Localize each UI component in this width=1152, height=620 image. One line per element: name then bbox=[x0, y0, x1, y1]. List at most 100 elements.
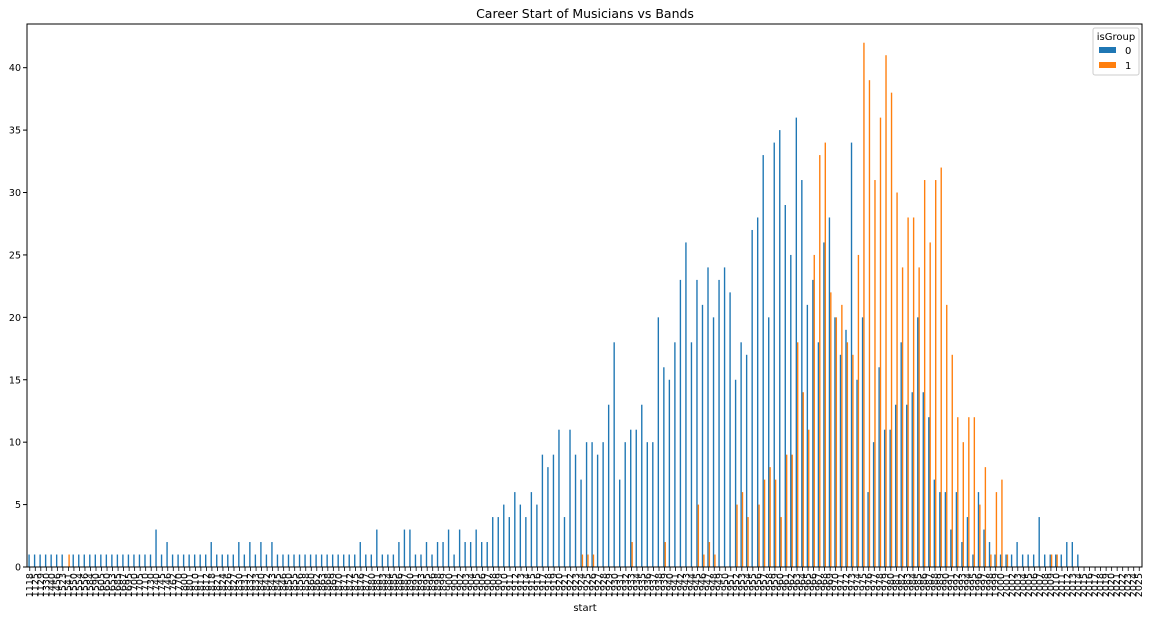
bar-1999-isgroup-0 bbox=[994, 554, 996, 567]
x-tick-label: 1931 bbox=[615, 573, 626, 597]
y-tick-30: 30 bbox=[9, 188, 27, 199]
x-tick-1984: 1984 bbox=[908, 567, 919, 597]
bar-2006-isgroup-0 bbox=[1032, 554, 1035, 567]
bar-1974-isgroup-1 bbox=[857, 254, 860, 567]
x-tick-2007: 2007 bbox=[1035, 567, 1046, 597]
x-tick-label: 1810 bbox=[190, 573, 201, 597]
bar-1939-isgroup-0 bbox=[663, 367, 665, 567]
x-tick-1863: 1863 bbox=[317, 567, 328, 597]
x-tick-1969: 1969 bbox=[825, 567, 836, 597]
bar-1934-isgroup-0 bbox=[635, 429, 637, 567]
bar-1974-isgroup-0 bbox=[856, 379, 858, 567]
x-tick-label: 1653 bbox=[108, 573, 119, 597]
x-tick-2018: 2018 bbox=[1096, 567, 1107, 597]
bar-1946-isgroup-1 bbox=[703, 554, 705, 567]
bar-1856-isgroup-0 bbox=[298, 554, 301, 567]
x-tick-label: 1917 bbox=[538, 573, 549, 597]
bar-1975-isgroup-1 bbox=[863, 42, 865, 568]
x-tick-1998: 1998 bbox=[985, 567, 996, 597]
x-tick-1919: 1919 bbox=[549, 567, 560, 597]
x-tick-1943: 1943 bbox=[682, 567, 693, 597]
x-tick-label: 1906 bbox=[477, 573, 488, 597]
bar-1995-isgroup-1 bbox=[973, 417, 976, 567]
x-tick-label: 1842 bbox=[262, 573, 273, 597]
x-tick-label: 1541 bbox=[63, 573, 74, 597]
bar-1948-isgroup-0 bbox=[712, 317, 715, 567]
x-tick-label: 2004 bbox=[1018, 573, 1029, 597]
y-tick-label: 15 bbox=[9, 375, 21, 386]
bar-2001-isgroup-1 bbox=[1006, 554, 1009, 567]
x-tick-label: 1886 bbox=[395, 573, 406, 597]
x-tick-1932: 1932 bbox=[621, 567, 632, 597]
bar-1977-isgroup-1 bbox=[874, 180, 876, 567]
x-tick-label: 1935 bbox=[637, 573, 648, 597]
x-tick-label: 1887 bbox=[400, 573, 411, 597]
x-tick-1911: 1911 bbox=[505, 567, 516, 597]
bar-1975-isgroup-0 bbox=[861, 317, 864, 567]
bar-1843-isgroup-0 bbox=[271, 542, 273, 567]
x-tick-label: 1924 bbox=[577, 573, 588, 597]
x-tick-label: 1921 bbox=[560, 573, 571, 597]
x-tick-label: 1910 bbox=[499, 573, 510, 597]
x-tick-label: 1909 bbox=[494, 573, 505, 597]
x-tick-label: 1952 bbox=[731, 573, 742, 597]
bar-1926-isgroup-0 bbox=[591, 442, 593, 567]
bar-1973-isgroup-1 bbox=[852, 354, 854, 567]
x-tick-label: 1685 bbox=[113, 573, 124, 597]
x-tick-1988: 1988 bbox=[930, 567, 941, 597]
bar-1995-isgroup-0 bbox=[972, 554, 974, 567]
x-tick-label: 1936 bbox=[643, 573, 654, 597]
x-tick-label: 2014 bbox=[1074, 573, 1085, 597]
x-tick-1810: 1810 bbox=[190, 567, 201, 597]
x-tick-label: 2024 bbox=[1129, 573, 1140, 597]
bar-1984-isgroup-1 bbox=[912, 217, 915, 568]
y-tick-label: 20 bbox=[9, 313, 21, 324]
bar-1923-isgroup-0 bbox=[574, 454, 577, 567]
bar-2002-isgroup-0 bbox=[1010, 554, 1013, 567]
bar-1942-isgroup-0 bbox=[679, 279, 682, 567]
bar-1842-isgroup-0 bbox=[265, 554, 268, 567]
bar-1899-isgroup-0 bbox=[442, 542, 444, 567]
bar-2011-isgroup-0 bbox=[1060, 554, 1062, 567]
x-tick-label: 1863 bbox=[317, 573, 328, 597]
bar-1884-isgroup-0 bbox=[387, 554, 389, 567]
bar-1855-isgroup-0 bbox=[293, 554, 295, 567]
x-tick-1884: 1884 bbox=[384, 567, 395, 597]
x-tick-1887: 1887 bbox=[400, 567, 411, 597]
legend-label-1: 1 bbox=[1125, 61, 1131, 72]
plot-area bbox=[26, 23, 1143, 568]
x-tick-1843: 1843 bbox=[268, 567, 279, 597]
bar-1951-isgroup-0 bbox=[729, 292, 731, 567]
x-tick-label: 2011 bbox=[1057, 573, 1068, 597]
bar-1998-isgroup-1 bbox=[990, 554, 992, 567]
x-tick-label: 1850 bbox=[284, 573, 295, 597]
x-tick-1941: 1941 bbox=[671, 567, 682, 597]
x-tick-1846: 1846 bbox=[279, 567, 290, 597]
bar-1953-isgroup-0 bbox=[740, 342, 742, 567]
bar-1916-isgroup-0 bbox=[536, 504, 538, 567]
x-tick-label: 1981 bbox=[891, 573, 902, 597]
bar-1824-isgroup-0 bbox=[221, 554, 223, 567]
bar-1989-isgroup-1 bbox=[940, 167, 942, 568]
x-tick-label: 1710 bbox=[141, 573, 152, 597]
x-tick-label: 1923 bbox=[571, 573, 582, 597]
bar-1952-isgroup-1 bbox=[736, 504, 738, 567]
bar-1962-isgroup-1 bbox=[791, 454, 793, 567]
x-tick-2019: 2019 bbox=[1101, 567, 1112, 597]
bar-1845-isgroup-0 bbox=[276, 554, 279, 567]
bar-1966-isgroup-0 bbox=[812, 279, 814, 567]
bar-1905-isgroup-0 bbox=[475, 529, 477, 567]
x-tick-label: 1945 bbox=[693, 573, 704, 597]
x-tick-label: 1826 bbox=[223, 573, 234, 597]
bar-2012-isgroup-0 bbox=[1066, 542, 1068, 567]
bar-1937-isgroup-0 bbox=[652, 442, 654, 567]
x-tick-label: 1972 bbox=[842, 573, 853, 597]
bar-1980-isgroup-0 bbox=[889, 429, 891, 567]
x-tick-1930: 1930 bbox=[610, 567, 621, 597]
bar-1858-isgroup-0 bbox=[304, 554, 306, 567]
bar-1963-isgroup-1 bbox=[797, 342, 799, 567]
bar-1801-isgroup-0 bbox=[188, 554, 190, 567]
x-tick-1845: 1845 bbox=[273, 567, 284, 597]
bar-1440-isgroup-0 bbox=[50, 554, 52, 567]
x-tick-label: 1975 bbox=[858, 573, 869, 597]
